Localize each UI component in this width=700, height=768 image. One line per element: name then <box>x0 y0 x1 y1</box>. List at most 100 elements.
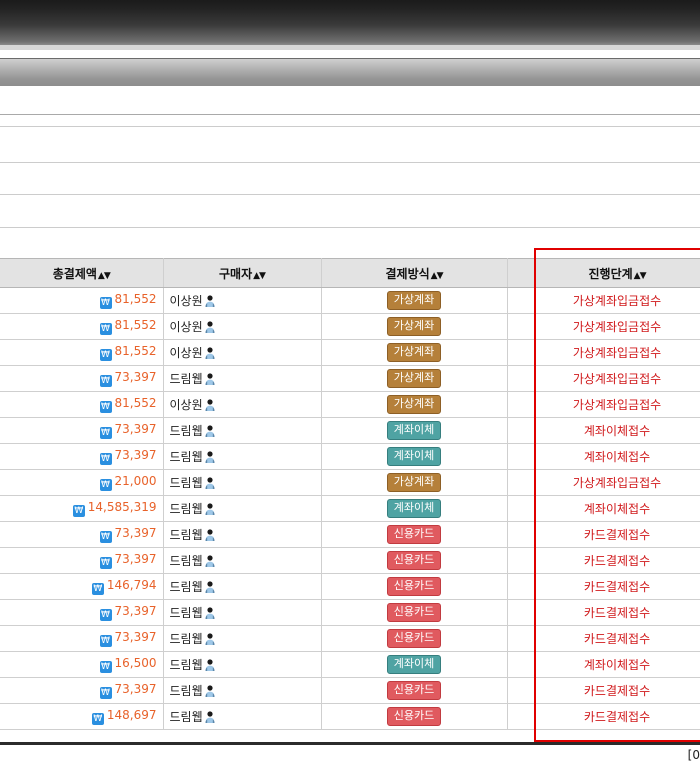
table-row[interactable]: ₩73,397 드림웹 신용카드 카드결제접수 <box>0 599 700 626</box>
progress-step-label[interactable]: 가상계좌입금접수 <box>572 398 662 412</box>
cell-buyer: 드림웹 <box>163 573 322 600</box>
total-amount-value: 81,552 <box>114 396 157 410</box>
payment-method-badge: 신용카드 <box>386 681 442 700</box>
buyer-name[interactable]: 드림웹 <box>169 684 203 698</box>
buyer-name[interactable]: 이상원 <box>169 398 203 412</box>
table-row[interactable]: ₩73,397 드림웹 계좌이체 계좌이체접수 <box>0 417 700 444</box>
content-rule-3 <box>0 162 700 163</box>
buyer-name[interactable]: 드림웹 <box>169 450 203 464</box>
table-row[interactable]: ₩73,397 드림웹 신용카드 카드결제접수 <box>0 677 700 704</box>
cell-buyer: 드림웹 <box>163 599 322 626</box>
buyer-name[interactable]: 드림웹 <box>169 502 203 516</box>
buyer-name[interactable]: 드림웹 <box>169 632 203 646</box>
total-amount-value: 73,397 <box>114 448 157 462</box>
won-currency-icon: ₩ <box>99 297 112 309</box>
order-table: 총결제액▲▼ 구매자▲▼ 결제방식▲▼ 진행단계▲▼ ₩81,552 이상원 가상계… <box>0 258 700 730</box>
table-row[interactable]: ₩21,000 드림웹 가상계좌 가상계좌입금접수 <box>0 469 700 496</box>
person-icon <box>205 347 215 359</box>
progress-step-label[interactable]: 가상계좌입금접수 <box>572 346 662 360</box>
progress-step-label[interactable]: 가상계좌입금접수 <box>572 476 662 490</box>
progress-step-label[interactable]: 카드결제접수 <box>583 528 651 542</box>
col-header-buyer-label: 구매자 <box>219 266 253 281</box>
cell-total-amount: ₩73,397 <box>0 547 164 574</box>
buyer-name[interactable]: 드림웹 <box>169 424 203 438</box>
buyer-name[interactable]: 드림웹 <box>169 554 203 568</box>
buyer-name[interactable]: 드림웹 <box>169 606 203 620</box>
buyer-name[interactable]: 이상원 <box>169 320 203 334</box>
col-header-progress-step[interactable]: 진행단계▲▼ <box>534 258 700 288</box>
table-row[interactable]: ₩148,697 드림웹 신용카드 카드결제접수 <box>0 703 700 730</box>
progress-step-label[interactable]: 가상계좌입금접수 <box>572 320 662 334</box>
buyer-name[interactable]: 드림웹 <box>169 372 203 386</box>
progress-step-label[interactable]: 가상계좌입금접수 <box>572 372 662 386</box>
buyer-name[interactable]: 드림웹 <box>169 658 203 672</box>
table-row[interactable]: ₩73,397 드림웹 신용카드 카드결제접수 <box>0 521 700 548</box>
person-icon <box>205 607 215 619</box>
won-currency-icon: ₩ <box>99 609 112 621</box>
progress-step-label[interactable]: 계좌이체접수 <box>583 424 651 438</box>
cell-progress-step: 가상계좌입금접수 <box>534 287 700 314</box>
progress-step-label[interactable]: 카드결제접수 <box>583 554 651 568</box>
table-row[interactable]: ₩81,552 이상원 가상계좌 가상계좌입금접수 <box>0 313 700 340</box>
payment-method-badge: 가상계좌 <box>386 317 442 336</box>
cell-spacer <box>507 391 535 418</box>
col-header-total-amount-label: 총결제액 <box>52 266 97 281</box>
table-row[interactable]: ₩146,794 드림웹 신용카드 카드결제접수 <box>0 573 700 600</box>
cell-progress-step: 계좌이체접수 <box>534 417 700 444</box>
total-amount-value: 73,397 <box>114 422 157 436</box>
won-currency-icon: ₩ <box>99 427 112 439</box>
person-icon <box>205 295 215 307</box>
progress-step-label[interactable]: 카드결제접수 <box>583 710 651 724</box>
table-row[interactable]: ₩81,552 이상원 가상계좌 가상계좌입금접수 <box>0 391 700 418</box>
cell-progress-step: 카드결제접수 <box>534 521 700 548</box>
sort-arrows-icon[interactable]: ▲▼ <box>633 270 647 281</box>
col-header-payment-method-label: 결제방식 <box>385 266 430 281</box>
payment-method-badge: 계좌이체 <box>386 447 442 466</box>
table-row[interactable]: ₩81,552 이상원 가상계좌 가상계좌입금접수 <box>0 339 700 366</box>
table-row[interactable]: ₩73,397 드림웹 신용카드 카드결제접수 <box>0 547 700 574</box>
table-row[interactable]: ₩73,397 드림웹 가상계좌 가상계좌입금접수 <box>0 365 700 392</box>
sort-arrows-icon[interactable]: ▲▼ <box>253 270 266 281</box>
cell-spacer <box>507 365 535 392</box>
buyer-name[interactable]: 드림웹 <box>169 710 203 724</box>
won-currency-icon: ₩ <box>99 661 112 673</box>
progress-step-label[interactable]: 카드결제접수 <box>583 632 651 646</box>
progress-step-label[interactable]: 카드결제접수 <box>583 684 651 698</box>
cell-progress-step: 가상계좌입금접수 <box>534 339 700 366</box>
payment-method-badge: 가상계좌 <box>386 343 442 362</box>
sort-arrows-icon[interactable]: ▲▼ <box>430 270 444 281</box>
buyer-name[interactable]: 드림웹 <box>169 580 203 594</box>
buyer-name[interactable]: 이상원 <box>169 294 203 308</box>
cell-payment-method: 가상계좌 <box>321 365 508 392</box>
cell-buyer: 이상원 <box>163 287 322 314</box>
sort-arrows-icon[interactable]: ▲▼ <box>97 270 111 281</box>
buyer-name[interactable]: 드림웹 <box>169 476 203 490</box>
cell-payment-method: 신용카드 <box>321 547 508 574</box>
table-row[interactable]: ₩81,552 이상원 가상계좌 가상계좌입금접수 <box>0 287 700 314</box>
won-currency-icon: ₩ <box>99 323 112 335</box>
buyer-name[interactable]: 드림웹 <box>169 528 203 542</box>
cell-total-amount: ₩16,500 <box>0 651 164 678</box>
cell-payment-method: 신용카드 <box>321 703 508 730</box>
col-header-buyer[interactable]: 구매자▲▼ <box>163 258 322 288</box>
cell-buyer: 드림웹 <box>163 703 322 730</box>
won-currency-icon: ₩ <box>99 375 112 387</box>
progress-step-label[interactable]: 카드결제접수 <box>583 606 651 620</box>
table-row[interactable]: ₩16,500 드림웹 계좌이체 계좌이체접수 <box>0 651 700 678</box>
buyer-name[interactable]: 이상원 <box>169 346 203 360</box>
total-amount-value: 73,397 <box>114 630 157 644</box>
col-header-total-amount[interactable]: 총결제액▲▼ <box>0 258 164 288</box>
cell-progress-step: 가상계좌입금접수 <box>534 313 700 340</box>
cell-payment-method: 계좌이체 <box>321 443 508 470</box>
total-amount-value: 73,397 <box>114 552 157 566</box>
progress-step-label[interactable]: 가상계좌입금접수 <box>572 294 662 308</box>
progress-step-label[interactable]: 계좌이체접수 <box>583 502 651 516</box>
person-icon <box>205 451 215 463</box>
progress-step-label[interactable]: 계좌이체접수 <box>583 658 651 672</box>
table-row[interactable]: ₩14,585,319 드림웹 계좌이체 계좌이체접수 <box>0 495 700 522</box>
col-header-payment-method[interactable]: 결제방식▲▼ <box>321 258 508 288</box>
table-row[interactable]: ₩73,397 드림웹 계좌이체 계좌이체접수 <box>0 443 700 470</box>
progress-step-label[interactable]: 카드결제접수 <box>583 580 651 594</box>
table-row[interactable]: ₩73,397 드림웹 신용카드 카드결제접수 <box>0 625 700 652</box>
progress-step-label[interactable]: 계좌이체접수 <box>583 450 651 464</box>
